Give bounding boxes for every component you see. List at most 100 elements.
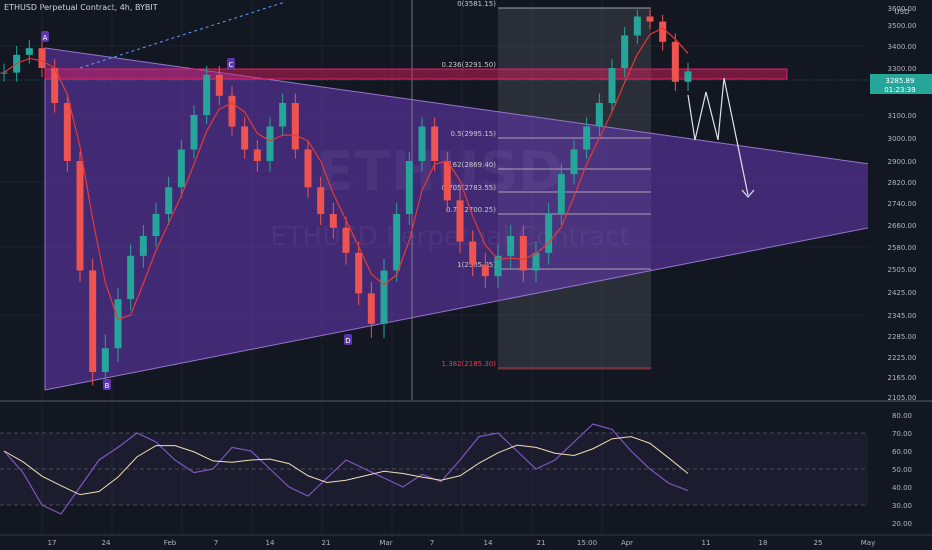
pattern-point-badge [41,31,49,42]
candle-body [494,255,502,277]
pattern-point-label: B [105,382,110,390]
time-tick-label: 7 [430,539,434,547]
rsi-tick-label: 50.00 [892,466,912,474]
candle-body [557,174,565,214]
candle-body [190,115,198,150]
pattern-point-label: C [229,61,234,69]
price-tick-label: 3500.00 [888,22,917,30]
time-tick-label: Mar [379,539,392,547]
candle-body [393,214,401,271]
candle-body [38,48,46,68]
price-tick-label: 3100.00 [888,112,917,120]
last-price-value: 3285.89 [886,77,915,85]
moving-average-line [3,27,689,321]
candle-body [646,16,654,22]
pattern-point-label: A [43,34,48,42]
candle-body [139,236,147,256]
price-tick-label: 2165.00 [888,374,917,382]
price-tick-label: 2425.00 [888,289,917,297]
candle-body [570,149,578,175]
candle-body [684,71,692,82]
candle-body [215,74,223,96]
time-tick-label: 25 [814,539,823,547]
pattern-point-badge [103,379,111,390]
currency-label: USD [895,8,910,16]
candle-body [101,348,109,372]
time-axis-bg [0,535,932,550]
candle-body [76,161,84,271]
candle-body [291,103,299,150]
rsi-signal-line [3,436,689,496]
time-tick-label: 15:00 [577,539,597,547]
fib-level-label: 1.382(2185.30) [442,360,497,368]
candle-body [443,161,451,201]
price-tick-label: 2345.00 [888,312,917,320]
candle-body [519,236,527,271]
candle-body [203,74,211,115]
candle-body [507,236,515,256]
price-tick-label: 2660.00 [888,222,917,230]
time-tick-label: Apr [621,539,633,547]
candle-body [671,41,679,82]
candle-body [469,241,477,265]
candle-body [380,270,388,324]
symbol-title: ETHUSD Perpetual Contract, 4h, BYBIT [4,3,158,12]
time-tick-label: 21 [537,539,546,547]
candle-body [633,16,641,36]
price-tick-label: 2900.00 [888,158,917,166]
rsi-tick-label: 40.00 [892,484,912,492]
price-tick-label: 3000.00 [888,135,917,143]
candle-body [583,126,591,150]
resistance-zone [44,68,788,80]
candle-body [317,187,325,214]
candle-body [355,252,363,294]
rsi-tick-label: 70.00 [892,430,912,438]
price-tick-label: 2225.00 [888,354,917,362]
candle-body [418,126,426,161]
candle-body [114,299,122,349]
candle-body [304,149,312,188]
candle-body [165,187,173,214]
fib-level-label: 0(3581.15) [457,0,496,8]
price-tick-label: 2580.00 [888,244,917,252]
candle-body [532,252,540,271]
price-tick-label: 3300.00 [888,65,917,73]
time-tick-label: Feb [164,539,177,547]
rsi-tick-label: 60.00 [892,448,912,456]
price-tick-label: 2740.00 [888,200,917,208]
price-tick-label: 2820.00 [888,179,917,187]
rsi-tick-label: 80.00 [892,412,912,420]
fib-level-label: 1(2505.05) [457,261,496,269]
candle-body [367,293,375,324]
candle-body [177,149,185,188]
candle-body [621,35,629,68]
candle-body [329,214,337,228]
projected-path [687,77,749,196]
candle-body [659,21,667,42]
time-tick-label: May [861,539,875,547]
candle-body [89,270,97,372]
price-tick-label: 2285.00 [888,333,917,341]
candle-body [431,126,439,161]
candle-body [456,200,464,242]
time-tick-label: 7 [214,539,218,547]
pattern-point-label: D [345,337,350,345]
pattern-point-badge [227,58,235,69]
candle-body [608,68,616,103]
price-tick-label: 3400.00 [888,43,917,51]
candle-body [481,264,489,277]
time-tick-label: 24 [102,539,111,547]
rsi-tick-label: 30.00 [892,502,912,510]
candle-body [127,255,135,300]
time-tick-label: 17 [48,539,57,547]
rsi-tick-label: 20.00 [892,520,912,528]
candle-body [342,227,350,253]
price-tick-label: 3600.00 [888,5,917,13]
rsi-axis-bg [868,402,932,535]
candle-body [545,214,553,253]
candle-body [0,72,8,74]
candle-body [241,126,249,150]
bar-countdown: 01:23:39 [884,86,915,94]
fib-level-label: 0.62(2869.40) [446,161,496,169]
